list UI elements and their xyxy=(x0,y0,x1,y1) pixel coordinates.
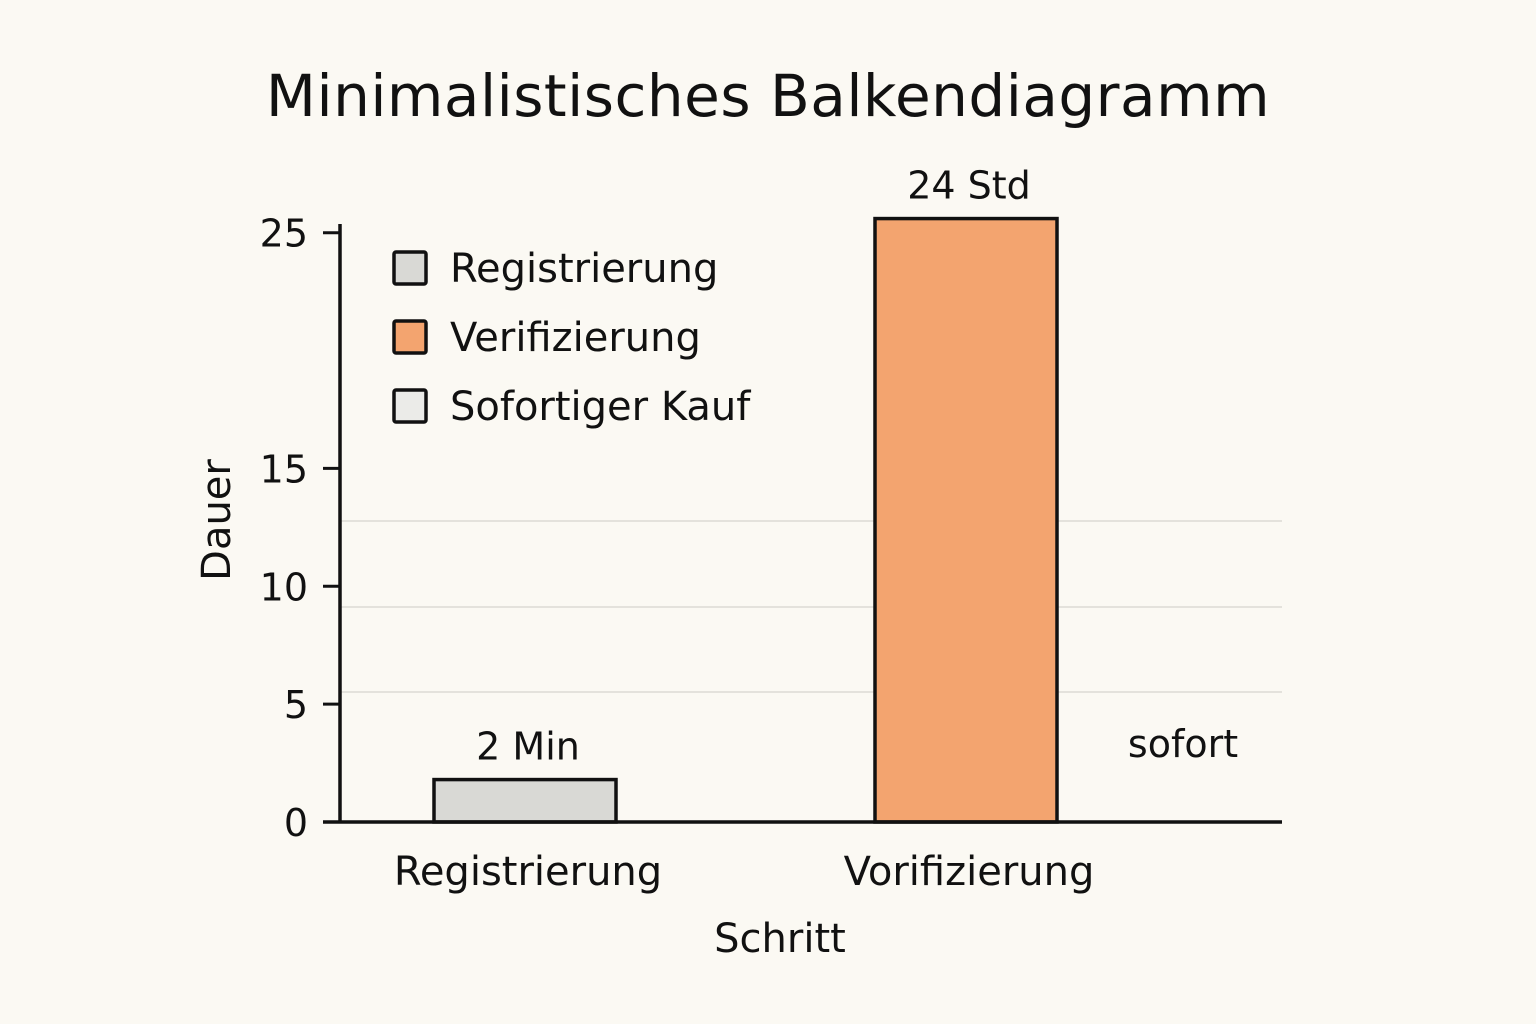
x-tick-labels: Registrierung Vorifizierung xyxy=(394,849,1095,895)
y-tick-label: 25 xyxy=(260,212,308,256)
legend: Registrierung Verifizierung Sofortiger Kau… xyxy=(392,246,751,430)
data-label: 24 Std xyxy=(907,164,1031,208)
y-tick-label: 0 xyxy=(284,801,308,845)
x-axis-label: Schritt xyxy=(714,916,846,962)
grid-lines xyxy=(340,520,1282,693)
x-tick-label: Vorifizierung xyxy=(844,849,1095,895)
data-label: sofort xyxy=(1128,722,1238,766)
y-tick-label: 10 xyxy=(260,565,308,609)
legend-swatch xyxy=(392,388,428,424)
bar-vorifizierung xyxy=(873,216,1059,824)
bar-registrierung xyxy=(432,777,618,824)
legend-swatch xyxy=(392,319,428,355)
legend-label: Registrierung xyxy=(450,246,718,292)
legend-label: Sofortiger Kauf xyxy=(450,384,751,430)
chart-title: Minimalistisches Balkendiagramm xyxy=(265,62,1271,130)
legend-swatch xyxy=(392,250,428,286)
bars xyxy=(432,216,1059,824)
y-axis-label: Dauer xyxy=(194,459,240,581)
y-ticks: 0 5 10 15 25 xyxy=(260,212,340,845)
x-tick-label: Registrierung xyxy=(394,849,662,895)
y-tick-label: 15 xyxy=(260,447,308,491)
axes xyxy=(323,224,1282,824)
data-label: 2 Min xyxy=(476,725,580,769)
y-tick-label: 5 xyxy=(284,683,308,727)
data-labels: 2 Min 24 Std sofort xyxy=(476,164,1238,769)
legend-label: Verifizierung xyxy=(450,315,701,361)
